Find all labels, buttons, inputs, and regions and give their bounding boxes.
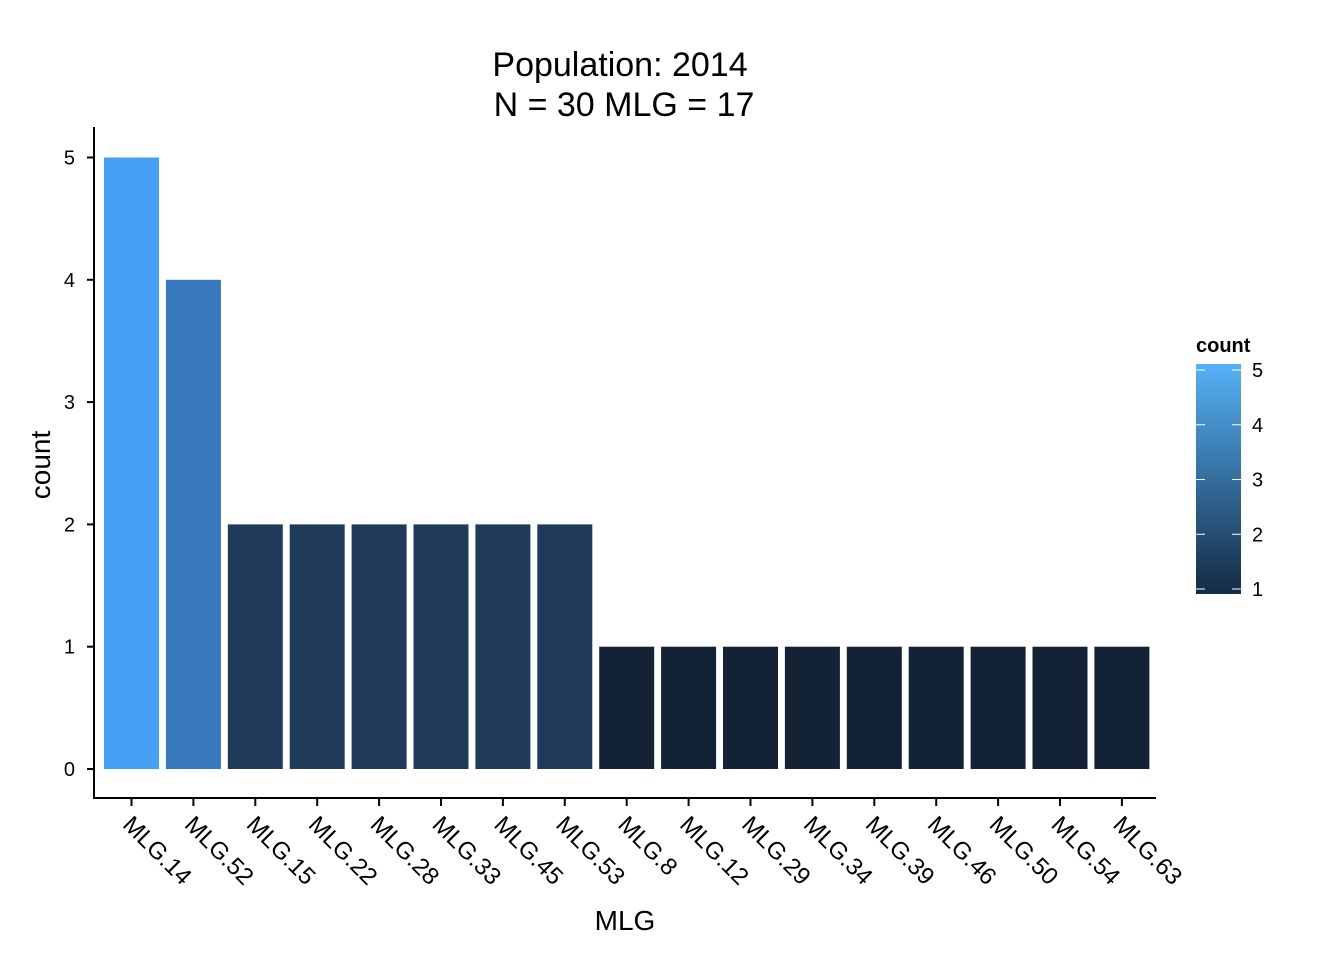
x-tick-label: MLG.46 bbox=[922, 811, 1001, 890]
y-tick-label: 2 bbox=[64, 514, 75, 536]
x-tick-label: MLG.54 bbox=[1046, 811, 1125, 890]
x-tick-label: MLG.52 bbox=[179, 811, 258, 890]
x-tick-label: MLG.34 bbox=[798, 811, 877, 890]
x-tick-label: MLG.15 bbox=[241, 811, 320, 890]
legend: count 1 2 3 4 5 bbox=[1196, 335, 1263, 601]
x-tick-label: MLG.45 bbox=[489, 811, 568, 890]
y-tick-label: 0 bbox=[64, 759, 75, 781]
x-axis: MLG.14MLG.52MLG.15MLG.22MLG.28MLG.33MLG.… bbox=[93, 797, 1187, 891]
y-tick-label: 4 bbox=[64, 270, 75, 292]
legend-ticks: 1 2 3 4 5 bbox=[1196, 360, 1263, 601]
y-axis-title: count bbox=[25, 431, 56, 500]
bar-mlg-45 bbox=[475, 524, 531, 769]
bars-group bbox=[104, 157, 1150, 769]
x-tick-label: MLG.53 bbox=[551, 811, 630, 890]
bar-mlg-52 bbox=[165, 279, 221, 769]
legend-tick-label: 2 bbox=[1252, 524, 1263, 546]
bar-mlg-53 bbox=[537, 524, 593, 769]
x-tick-label: MLG.39 bbox=[860, 811, 939, 890]
x-tick-label: MLG.50 bbox=[984, 811, 1063, 890]
legend-tick-label: 4 bbox=[1252, 415, 1263, 437]
x-tick-label: MLG.29 bbox=[736, 811, 815, 890]
bar-mlg-39 bbox=[846, 646, 902, 769]
legend-tick-label: 1 bbox=[1252, 579, 1263, 601]
bar-mlg-46 bbox=[908, 646, 964, 769]
bar-mlg-28 bbox=[351, 524, 407, 769]
y-tick-label: 3 bbox=[64, 392, 75, 414]
y-axis: 0 1 2 3 4 5 bbox=[64, 127, 95, 799]
bar-mlg-29 bbox=[723, 646, 778, 769]
bar-mlg-14 bbox=[104, 157, 159, 769]
bar-mlg-12 bbox=[661, 646, 717, 769]
bar-mlg-15 bbox=[227, 524, 283, 769]
x-tick-label: MLG.12 bbox=[674, 811, 753, 890]
x-tick-label: MLG.22 bbox=[303, 811, 382, 890]
legend-tick-label: 3 bbox=[1252, 470, 1263, 492]
bar-mlg-63 bbox=[1094, 646, 1150, 769]
legend-tick-label: 5 bbox=[1252, 360, 1263, 382]
chart-subtitle: N = 30 MLG = 17 bbox=[494, 86, 755, 124]
bar-mlg-50 bbox=[970, 646, 1026, 769]
x-axis-title: MLG bbox=[595, 905, 656, 936]
chart-title: Population: 2014 bbox=[492, 46, 747, 84]
bar-mlg-54 bbox=[1032, 646, 1088, 769]
x-tick-label: MLG.33 bbox=[427, 811, 506, 890]
x-tick-label: MLG.63 bbox=[1108, 811, 1187, 890]
x-tick-label: MLG.14 bbox=[117, 811, 196, 890]
y-tick-label: 1 bbox=[64, 637, 75, 659]
bar-mlg-34 bbox=[784, 646, 840, 769]
legend-title: count bbox=[1196, 335, 1251, 357]
bar-mlg-8 bbox=[599, 646, 655, 769]
x-tick-label: MLG.28 bbox=[365, 811, 444, 890]
bar-mlg-33 bbox=[413, 524, 469, 769]
y-tick-label: 5 bbox=[64, 148, 75, 170]
bar-mlg-22 bbox=[289, 524, 345, 769]
